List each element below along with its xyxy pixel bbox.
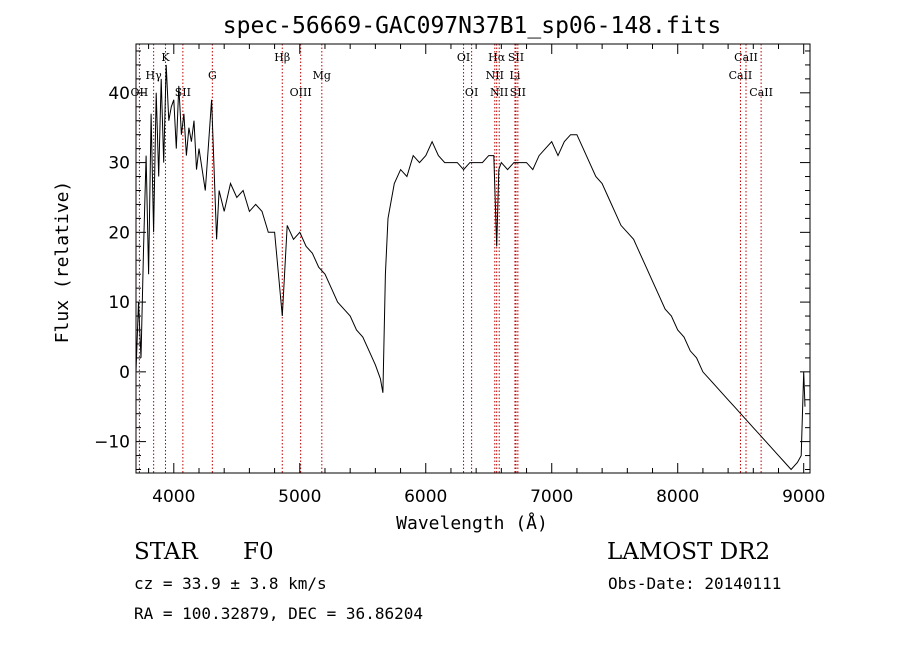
x-tick-label: 9000 <box>782 487 825 507</box>
spectrum-line <box>135 64 806 471</box>
spectral-line-label: Hα <box>488 51 506 64</box>
observation-date: Obs-Date: 20140111 <box>608 574 782 593</box>
y-tick-label: 40 <box>108 84 130 104</box>
spectral-line-label: Li <box>510 69 521 82</box>
spectral-line-markers: OIIHγKSIIGHβOIIIMgOIOIHαNIINIISIILiSIICa… <box>131 44 773 473</box>
spectral-line-label: SII <box>510 86 526 99</box>
x-tick-label: 4000 <box>152 487 195 507</box>
survey-name: LAMOST DR2 <box>607 539 771 565</box>
plot-frame <box>135 43 811 474</box>
spectral-line-label: Hβ <box>274 51 290 64</box>
spectral-line-label: CaII <box>734 51 758 64</box>
spectral-line-label: G <box>208 69 217 82</box>
redshift-cz: cz = 33.9 ± 3.8 km/s <box>134 574 327 593</box>
chart-title: spec-56669-GAC097N37B1_sp06-148.fits <box>223 13 722 39</box>
spectral-line-label: OI <box>457 51 470 64</box>
ra-dec: RA = 100.32879, DEC = 36.86204 <box>134 604 423 623</box>
spectral-line-label: OIII <box>290 86 312 99</box>
x-axis-label: Wavelength (Å) <box>396 512 548 534</box>
spectral-line-label: Mg <box>313 69 331 82</box>
spectral-line-label: CaII <box>749 86 773 99</box>
y-tick-label: −10 <box>94 433 130 453</box>
object-class: STAR <box>134 539 198 565</box>
spectral-line-label: SII <box>508 51 524 64</box>
x-tick-label: 8000 <box>656 487 699 507</box>
x-tick-label: 5000 <box>278 487 321 507</box>
x-tick-label: 6000 <box>404 487 447 507</box>
object-subclass: F0 <box>243 539 274 565</box>
y-axis-label: Flux (relative) <box>52 181 73 344</box>
spectral-line-label: OI <box>465 86 478 99</box>
y-tick-label: 20 <box>108 223 130 243</box>
spectral-line-label: NII <box>490 86 508 99</box>
y-axis: −10 0 10 20 30 40 <box>94 50 810 471</box>
spectral-line-label: NII <box>486 69 504 82</box>
y-tick-label: 10 <box>108 293 130 313</box>
x-axis: 4000 5000 6000 7000 8000 9000 <box>148 44 825 507</box>
y-tick-label: 0 <box>119 363 130 383</box>
spectral-line-label: Hγ <box>146 69 163 82</box>
spectral-line-label: CaII <box>729 69 753 82</box>
spectral-line-label: SII <box>175 86 191 99</box>
spectral-line-label: K <box>161 51 170 64</box>
y-tick-label: 30 <box>108 154 130 174</box>
x-tick-label: 7000 <box>530 487 573 507</box>
